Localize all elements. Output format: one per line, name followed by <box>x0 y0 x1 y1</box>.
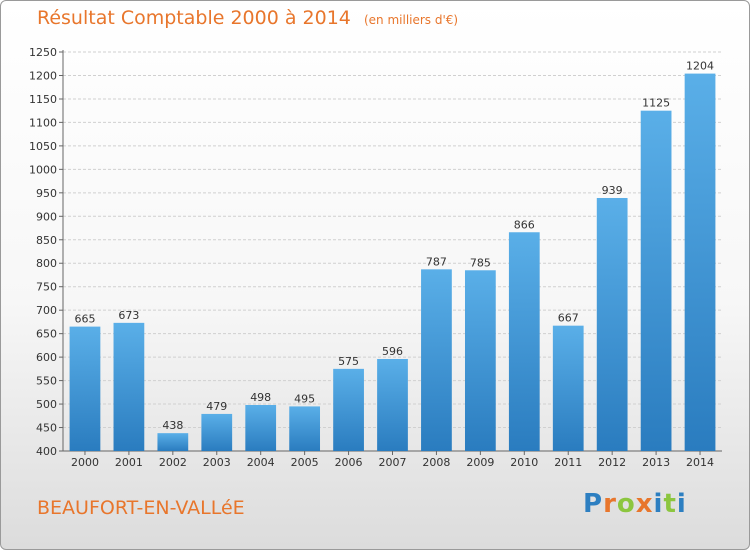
x-tick-label: 2010 <box>510 456 538 469</box>
axes: 400 450 500 550 600 650 700 750 800 850 900 950 1000… <box>29 46 722 469</box>
logo-letter: t <box>663 489 677 519</box>
x-tick-label: 2012 <box>598 456 626 469</box>
bar <box>113 322 145 451</box>
commune-name: BEAUFORT-EN-VALLéE <box>37 497 245 519</box>
y-tick-label: 500 <box>36 398 57 411</box>
bar-value-label: 596 <box>382 345 403 358</box>
y-tick-label: 850 <box>36 234 57 247</box>
y-tick-label: 1000 <box>29 163 57 176</box>
bar <box>377 358 408 451</box>
x-tick-label: 2006 <box>335 456 363 469</box>
y-tick-label: 400 <box>36 445 57 458</box>
bar <box>552 325 584 451</box>
bar-value-label: 785 <box>470 256 491 269</box>
logo-letter: i <box>676 489 687 519</box>
x-tick-label: 2007 <box>379 456 407 469</box>
y-tick-label: 450 <box>36 422 57 435</box>
bar <box>333 368 364 451</box>
bar-value-label: 665 <box>74 313 95 326</box>
y-tick-label: 1250 <box>29 46 57 59</box>
bar <box>245 404 277 451</box>
y-tick-label: 1050 <box>29 140 57 153</box>
x-tick-label: 2005 <box>291 456 319 469</box>
y-tick-label: 1100 <box>29 116 57 129</box>
bar-value-label: 575 <box>338 355 359 368</box>
logo-letter: r <box>603 489 617 519</box>
bar <box>289 406 321 451</box>
y-tick-label: 1200 <box>29 69 57 82</box>
logo-letter: i <box>653 489 664 519</box>
y-tick-label: 1150 <box>29 93 57 106</box>
bar-value-label: 866 <box>514 218 535 231</box>
y-tick-label: 900 <box>36 210 57 223</box>
y-tick-label: 800 <box>36 257 57 270</box>
bar <box>421 269 452 451</box>
title-row: Résultat Comptable 2000 à 2014 (en milli… <box>37 7 458 29</box>
proxiti-logo: Proxiti <box>583 489 687 519</box>
y-tick-label: 950 <box>36 187 57 200</box>
logo-letter: P <box>583 489 604 519</box>
bar <box>464 270 496 451</box>
x-tick-label: 2014 <box>686 456 714 469</box>
bar <box>508 232 540 451</box>
x-tick-label: 2013 <box>642 456 670 469</box>
bar <box>69 326 101 451</box>
x-tick-label: 2009 <box>466 456 494 469</box>
bar-value-label: 1204 <box>686 60 714 73</box>
logo-letter: x <box>635 489 654 519</box>
x-tick-label: 2000 <box>71 456 99 469</box>
y-tick-label: 550 <box>36 375 57 388</box>
chart-subtitle: (en milliers d'€) <box>363 13 459 27</box>
chart-title: Résultat Comptable 2000 à 2014 <box>37 7 351 29</box>
y-tick-label: 700 <box>36 304 57 317</box>
x-tick-label: 2001 <box>115 456 143 469</box>
value-labels: 665 673 438 479 498 495 575 596 787 785 866 667 939 1… <box>74 60 714 433</box>
bars <box>69 73 716 452</box>
bar-value-label: 673 <box>118 309 139 322</box>
y-tick-label: 600 <box>36 351 57 364</box>
bar-value-label: 438 <box>162 419 183 432</box>
y-tick-label: 750 <box>36 281 57 294</box>
bar <box>596 197 628 451</box>
bar-value-label: 1125 <box>642 97 670 110</box>
bar-value-label: 479 <box>206 400 227 413</box>
y-tick-label: 650 <box>36 328 57 341</box>
bar-value-label: 498 <box>250 391 271 404</box>
x-tick-label: 2004 <box>247 456 275 469</box>
bar-value-label: 667 <box>558 312 579 325</box>
x-tick-label: 2008 <box>422 456 450 469</box>
x-tick-label: 2003 <box>203 456 231 469</box>
x-tick-label: 2002 <box>159 456 187 469</box>
bar-value-label: 495 <box>294 392 315 405</box>
bar-value-label: 787 <box>426 255 447 268</box>
bar-value-label: 939 <box>602 184 623 197</box>
bar <box>684 73 716 451</box>
x-tick-label: 2011 <box>554 456 582 469</box>
bar <box>640 110 672 452</box>
bar <box>201 413 233 451</box>
bar <box>157 433 189 451</box>
logo-letter: o <box>616 489 636 519</box>
